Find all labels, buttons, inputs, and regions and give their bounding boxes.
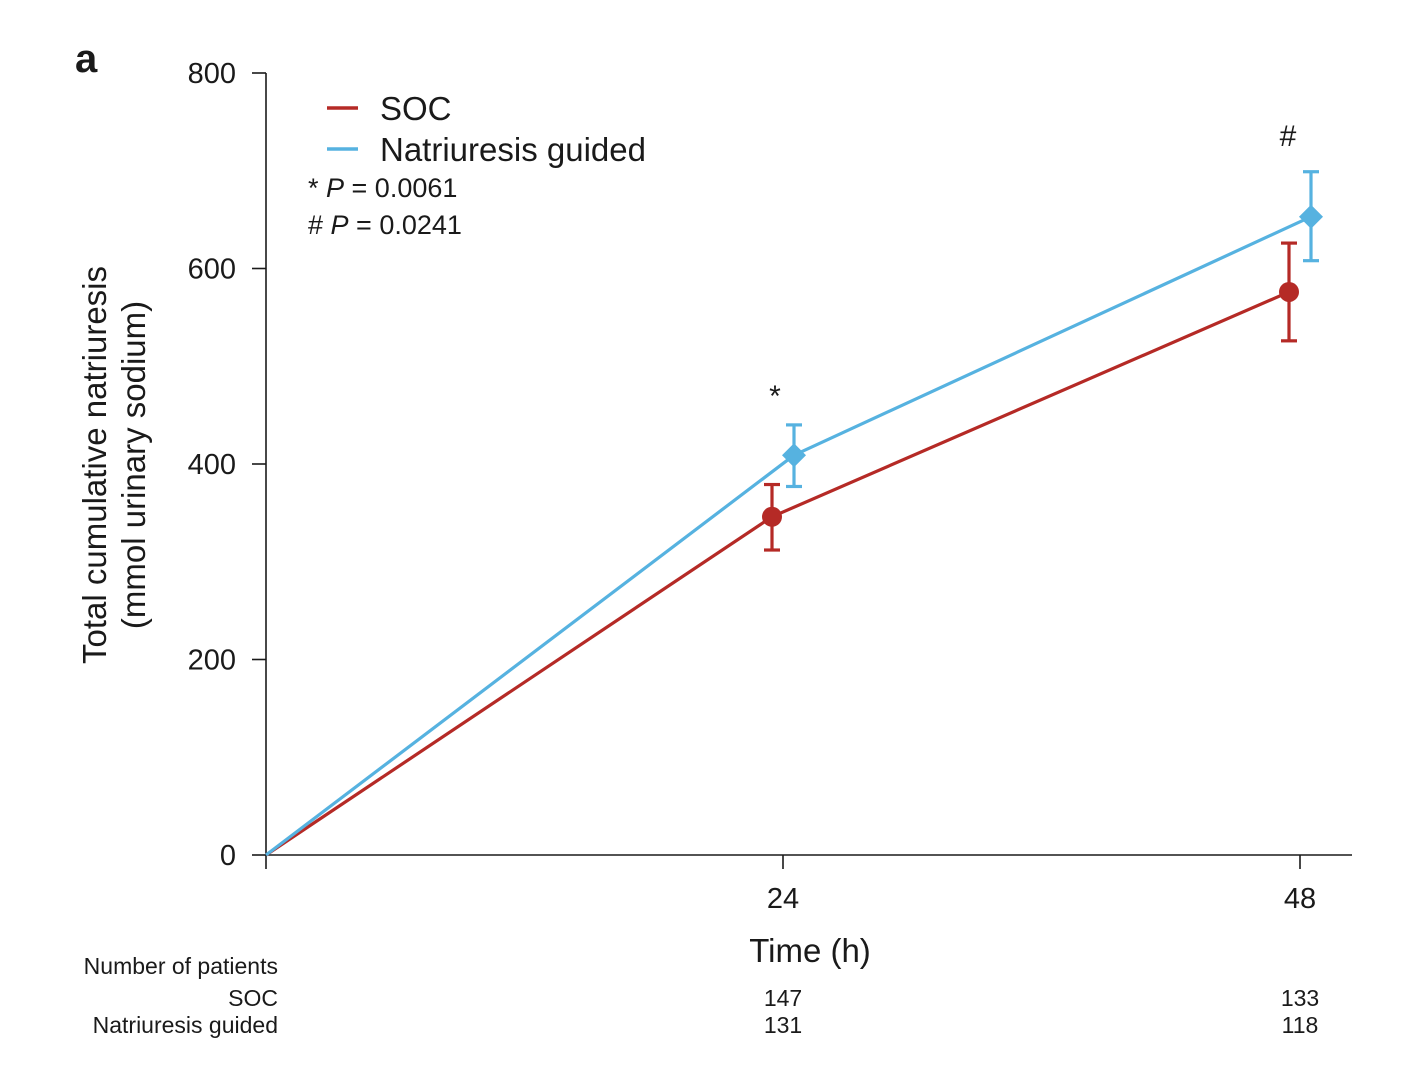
p-note-value: = 0.0061 xyxy=(344,173,457,203)
significance-notes: * P = 0.0061 # P = 0.0241 xyxy=(308,173,462,240)
significance-mark: * xyxy=(769,380,781,413)
legend: SOC Natriuresis guided xyxy=(327,90,646,168)
panel-label: a xyxy=(75,37,98,81)
x-tick-label: 24 xyxy=(767,883,799,915)
x-tick-label: 48 xyxy=(1284,883,1316,915)
significance-marks: *# xyxy=(769,120,1297,413)
data-point-natriuresis-guided xyxy=(1299,204,1323,229)
p-note-label: P xyxy=(331,210,349,240)
y-tick-label: 800 xyxy=(188,58,236,90)
y-tick-label: 400 xyxy=(188,449,236,481)
patients-row-label: SOC xyxy=(228,985,278,1011)
patients-count: 133 xyxy=(1281,985,1319,1011)
p-note-label: P xyxy=(326,173,344,203)
error-bars xyxy=(764,170,1319,552)
series-markers xyxy=(762,204,1323,527)
y-axis-title-line1: Total cumulative natriuresis xyxy=(76,266,113,664)
data-point-soc xyxy=(1279,281,1299,302)
axes: 0 200 400 600 800 24 48 xyxy=(188,58,1352,915)
series-line-natriuresis-guided xyxy=(265,215,1312,857)
patients-table: Number of patients SOC 147 133 Natriuresis … xyxy=(84,953,1320,1038)
data-point-natriuresis-guided xyxy=(782,443,806,468)
patients-header: Number of patients xyxy=(84,953,278,979)
p-value-note: # P = 0.0241 xyxy=(308,210,462,240)
x-axis-title: Time (h) xyxy=(749,932,871,969)
y-axis-title: Total cumulative natriuresis (mmol urina… xyxy=(76,266,152,664)
patients-row-label: Natriuresis guided xyxy=(93,1012,278,1038)
data-point-soc xyxy=(762,506,782,527)
patients-count: 131 xyxy=(764,1012,802,1038)
series-line-soc xyxy=(265,290,1290,857)
legend-label-soc: SOC xyxy=(380,90,452,127)
y-tick-label: 200 xyxy=(188,645,236,677)
p-note-symbol: # xyxy=(308,210,331,240)
p-note-symbol: * xyxy=(308,173,326,203)
patients-count: 118 xyxy=(1282,1012,1319,1038)
y-tick-label: 600 xyxy=(188,254,236,286)
legend-label-natriuresis-guided: Natriuresis guided xyxy=(380,131,646,168)
y-tick-label: 0 xyxy=(220,840,236,872)
p-note-value: = 0.0241 xyxy=(349,210,462,240)
significance-mark: # xyxy=(1280,120,1297,153)
p-value-note: * P = 0.0061 xyxy=(308,173,457,203)
y-axis-title-line2: (mmol urinary sodium) xyxy=(115,301,152,629)
patients-count: 147 xyxy=(764,985,802,1011)
series-lines xyxy=(265,215,1312,857)
